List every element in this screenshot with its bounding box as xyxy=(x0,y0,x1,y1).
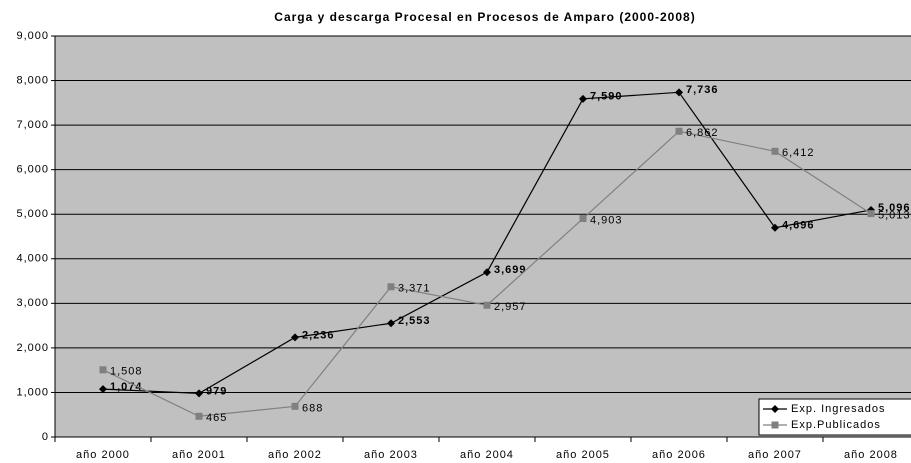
data-label: 6,412 xyxy=(782,147,815,159)
marker xyxy=(195,389,203,398)
marker xyxy=(291,333,299,342)
data-label: 5,013 xyxy=(878,210,911,222)
marker xyxy=(579,94,587,103)
data-label: 2,236 xyxy=(302,329,335,341)
marker xyxy=(771,223,779,232)
data-label: 979 xyxy=(206,385,227,397)
data-label: 2,957 xyxy=(494,301,527,313)
marker xyxy=(675,88,683,97)
data-label: 4,696 xyxy=(782,220,815,232)
data-label: 688 xyxy=(302,402,323,414)
data-label: 465 xyxy=(206,412,227,424)
y-tick-label: 7,000 xyxy=(16,119,49,131)
data-label: 6,862 xyxy=(686,127,719,139)
x-tick-label: año 2003 xyxy=(364,449,418,461)
legend-box xyxy=(758,398,911,436)
marker xyxy=(483,301,491,309)
x-tick-label: año 2004 xyxy=(460,449,514,461)
x-tick-label: año 2000 xyxy=(76,449,130,461)
data-label: 7,736 xyxy=(686,84,719,96)
marker xyxy=(771,147,779,155)
plot-area xyxy=(54,35,911,438)
marker xyxy=(387,319,395,328)
data-label: 5,096 xyxy=(878,202,911,214)
data-label: 1,508 xyxy=(110,366,143,378)
x-tick-label: año 2005 xyxy=(556,449,610,461)
y-tick-label: 5,000 xyxy=(16,208,49,220)
y-tick-label: 4,000 xyxy=(16,253,49,265)
data-label: 7,590 xyxy=(590,91,623,103)
y-tick-label: 9,000 xyxy=(16,30,49,42)
y-tick-label: 8,000 xyxy=(16,74,49,86)
x-tick-label: año 2006 xyxy=(652,449,706,461)
marker xyxy=(483,268,491,277)
y-tick-label: 6,000 xyxy=(16,164,49,176)
marker xyxy=(675,127,683,135)
y-tick-label: 0 xyxy=(42,431,49,443)
legend-marker xyxy=(771,421,779,429)
y-tick-label: 3,000 xyxy=(16,297,49,309)
marker xyxy=(291,402,299,410)
marker xyxy=(387,283,395,291)
x-tick-label: año 2001 xyxy=(172,449,226,461)
x-tick-label: año 2008 xyxy=(844,449,898,461)
data-label: 3,699 xyxy=(494,264,527,276)
marker xyxy=(195,412,203,420)
y-tick-label: 1,000 xyxy=(16,386,49,398)
x-tick-label: año 2007 xyxy=(748,449,802,461)
legend-marker xyxy=(771,405,779,413)
marker xyxy=(867,210,875,218)
chart-title: Carga y descarga Procesal en Procesos de… xyxy=(274,10,695,24)
data-label: 3,371 xyxy=(398,283,431,295)
data-label: 2,553 xyxy=(398,315,431,327)
marker xyxy=(99,385,107,394)
marker xyxy=(579,215,587,223)
y-tick-label: 2,000 xyxy=(16,342,49,354)
x-tick-label: año 2002 xyxy=(268,449,322,461)
data-label: 4,903 xyxy=(590,214,623,226)
legend-label: Exp. Ingresados xyxy=(791,403,886,415)
legend-label: Exp.Publicados xyxy=(791,419,881,431)
marker xyxy=(99,366,107,374)
